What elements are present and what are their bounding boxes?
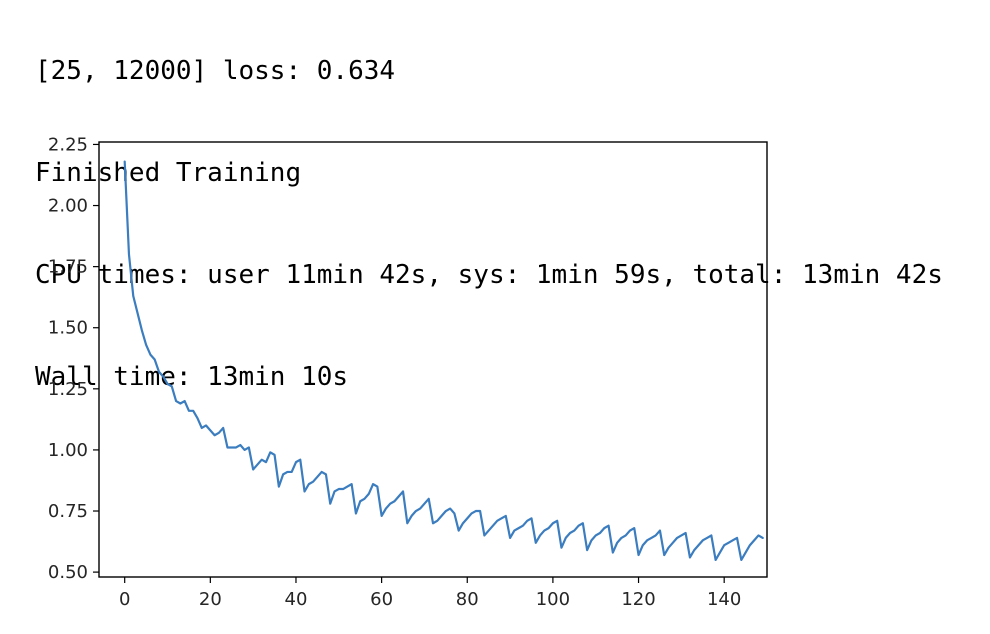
plot-frame xyxy=(98,141,768,578)
x-tick-label: 80 xyxy=(456,589,479,610)
y-tick-label: 1.75 xyxy=(48,257,88,278)
y-tick-label: 1.50 xyxy=(48,318,88,339)
x-tick-label: 120 xyxy=(621,589,655,610)
y-tick-label: 1.00 xyxy=(48,440,88,461)
stdout-line: Wall time: 13min 10s xyxy=(35,362,349,392)
stdout-line: [25, 12000] loss: 0.634 xyxy=(35,56,396,86)
y-tick-label: 0.75 xyxy=(48,501,88,522)
x-tick-label: 0 xyxy=(119,589,130,610)
y-tick-label: 2.25 xyxy=(48,134,88,155)
plot-axes: 0 20 40 60 80 100 120 140 0.50 0.75 1.00 1.25 1.50 1.… xyxy=(48,134,768,610)
stdout-line: Finished Training xyxy=(35,158,302,188)
x-tick-label: 100 xyxy=(536,589,570,610)
stdout-text: [25, 12000] loss: 0.634 Finished Trainin… xyxy=(35,0,943,462)
loss-series-line xyxy=(123,160,764,561)
x-tick-label: 60 xyxy=(370,589,393,610)
stdout-line: CPU times: user 11min 42s, sys: 1min 59s… xyxy=(35,260,943,290)
x-tick-label: 140 xyxy=(707,589,741,610)
y-tick-label: 1.25 xyxy=(48,379,88,400)
y-tick-label: 0.50 xyxy=(48,562,88,583)
x-tick-label: 20 xyxy=(199,589,222,610)
x-tick-label: 40 xyxy=(285,589,308,610)
y-tick-label: 2.00 xyxy=(48,196,88,217)
